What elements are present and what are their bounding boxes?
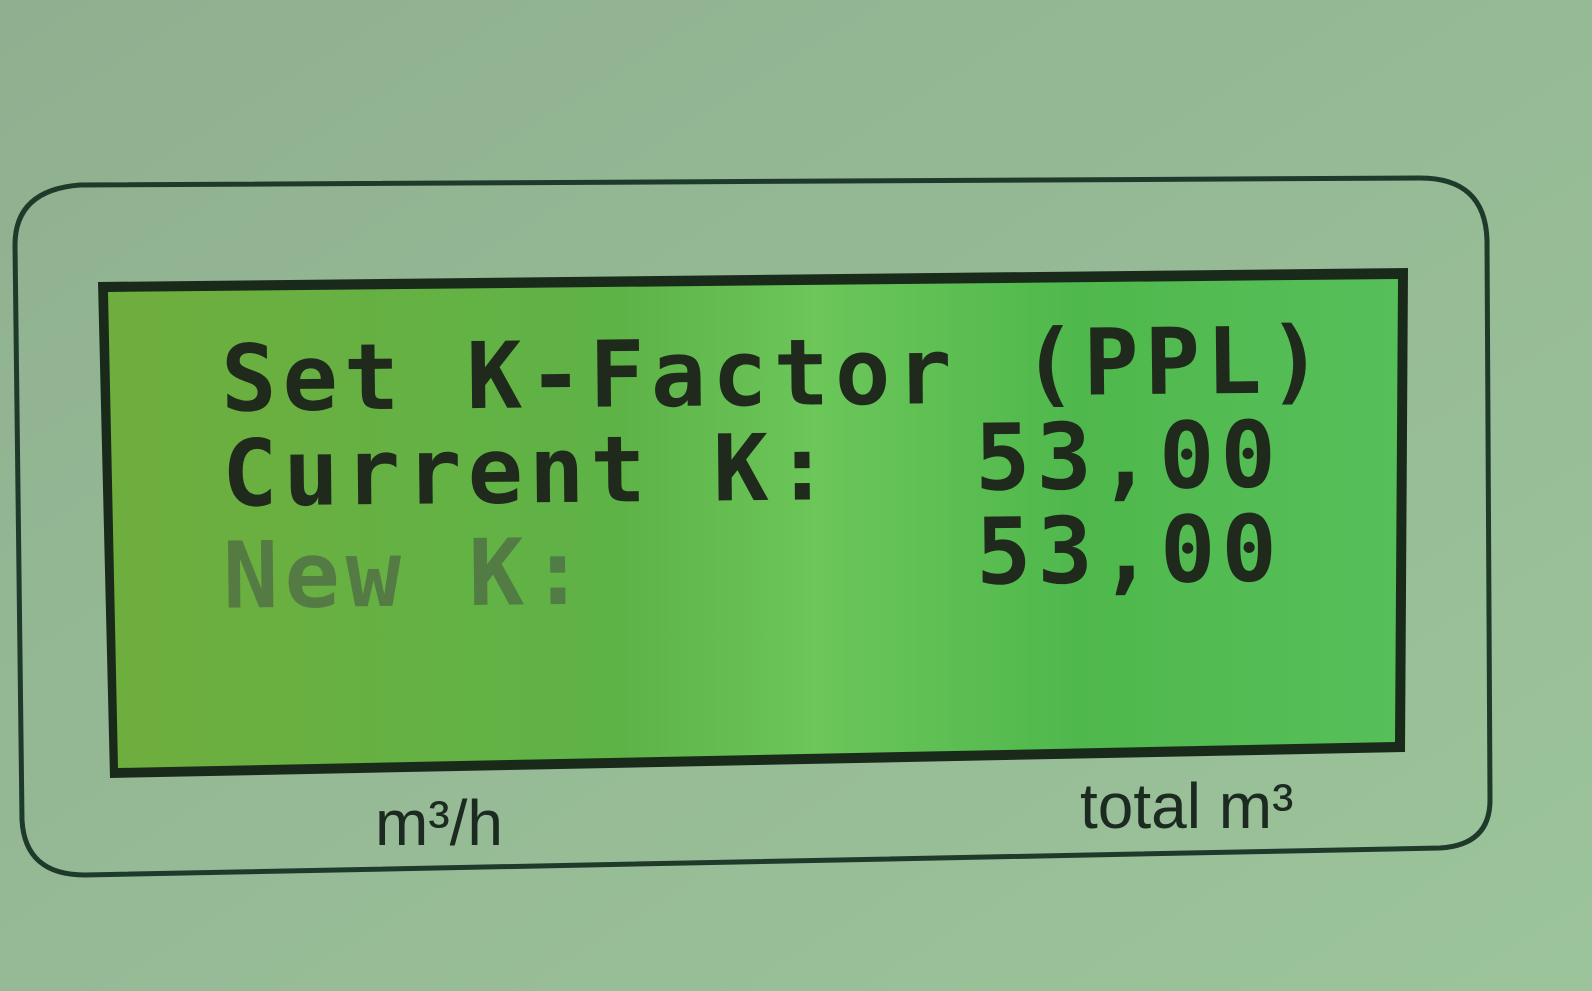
lcd-row-value: 53,00	[974, 402, 1282, 512]
panel-label: m³/h	[375, 787, 503, 859]
lcd-row-label: Current K:	[221, 414, 836, 527]
lcd-title: Set K-Factor	[220, 318, 958, 433]
lcd-screen	[108, 279, 1398, 768]
lcd-unit: (PPL)	[1021, 307, 1329, 417]
bezel	[12, 175, 1493, 878]
lcd-row-label: New K:	[223, 519, 592, 630]
lcd-row-value: 53,00	[975, 496, 1283, 606]
panel-label: total m³	[1080, 770, 1293, 842]
